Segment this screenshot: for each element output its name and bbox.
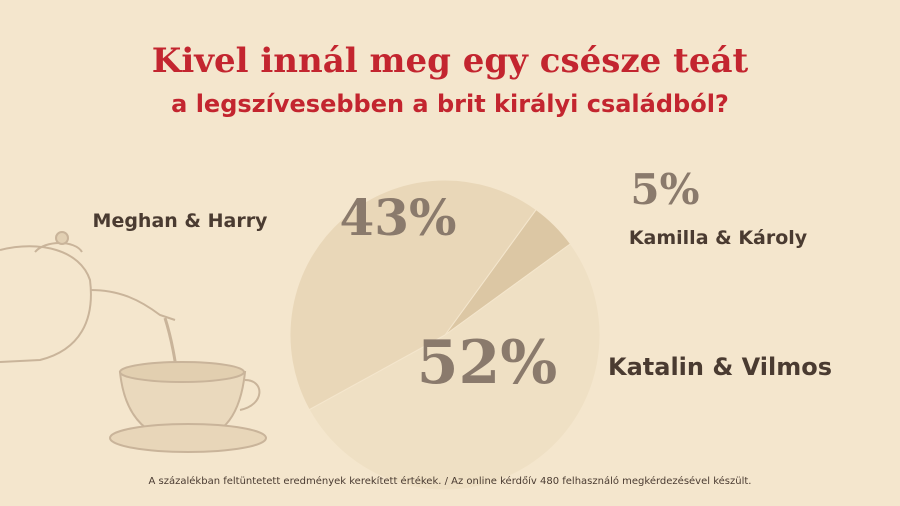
category-label: Katalin & Vilmos bbox=[608, 353, 832, 381]
category-label: Kamilla & Károly bbox=[629, 227, 808, 249]
chart-subtitle: a legszívesebben a brit királyi családbó… bbox=[171, 90, 729, 118]
chart-title: Kivel innál meg egy csésze teát bbox=[152, 41, 749, 81]
value-label: 52% bbox=[417, 328, 558, 398]
value-label: 43% bbox=[339, 188, 456, 247]
pie-slice bbox=[289, 179, 537, 411]
category-label: Meghan & Harry bbox=[93, 210, 269, 232]
pie-slice bbox=[308, 243, 601, 491]
pie bbox=[289, 179, 601, 491]
teapot-illustration bbox=[0, 231, 267, 453]
value-label: 5% bbox=[630, 165, 699, 214]
footnote: A százalékban feltüntetett eredmények ke… bbox=[149, 475, 752, 487]
